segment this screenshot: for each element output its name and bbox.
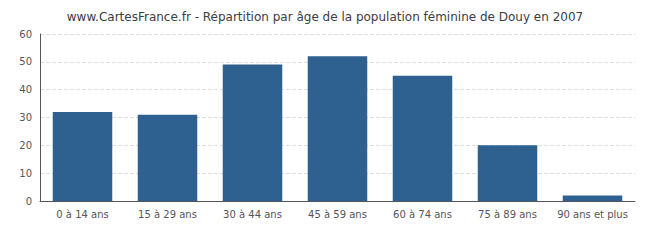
svg-text:45 à 59 ans: 45 à 59 ans bbox=[308, 209, 367, 220]
svg-text:60 à 74 ans: 60 à 74 ans bbox=[393, 209, 452, 220]
svg-text:30 à 44 ans: 30 à 44 ans bbox=[223, 209, 282, 220]
svg-text:10: 10 bbox=[19, 168, 32, 179]
svg-text:50: 50 bbox=[19, 56, 32, 67]
svg-text:30: 30 bbox=[19, 112, 32, 123]
svg-text:15 à 29 ans: 15 à 29 ans bbox=[138, 209, 197, 220]
svg-text:0 à 14 ans: 0 à 14 ans bbox=[56, 209, 108, 220]
svg-text:60: 60 bbox=[19, 29, 32, 40]
svg-text:www.CartesFrance.fr - Répartit: www.CartesFrance.fr - Répartition par âg… bbox=[67, 10, 583, 24]
svg-text:40: 40 bbox=[19, 84, 32, 95]
svg-text:75 à 89 ans: 75 à 89 ans bbox=[478, 209, 537, 220]
svg-text:20: 20 bbox=[19, 140, 32, 151]
svg-text:90 ans et plus: 90 ans et plus bbox=[557, 209, 628, 220]
svg-text:0: 0 bbox=[26, 196, 32, 207]
